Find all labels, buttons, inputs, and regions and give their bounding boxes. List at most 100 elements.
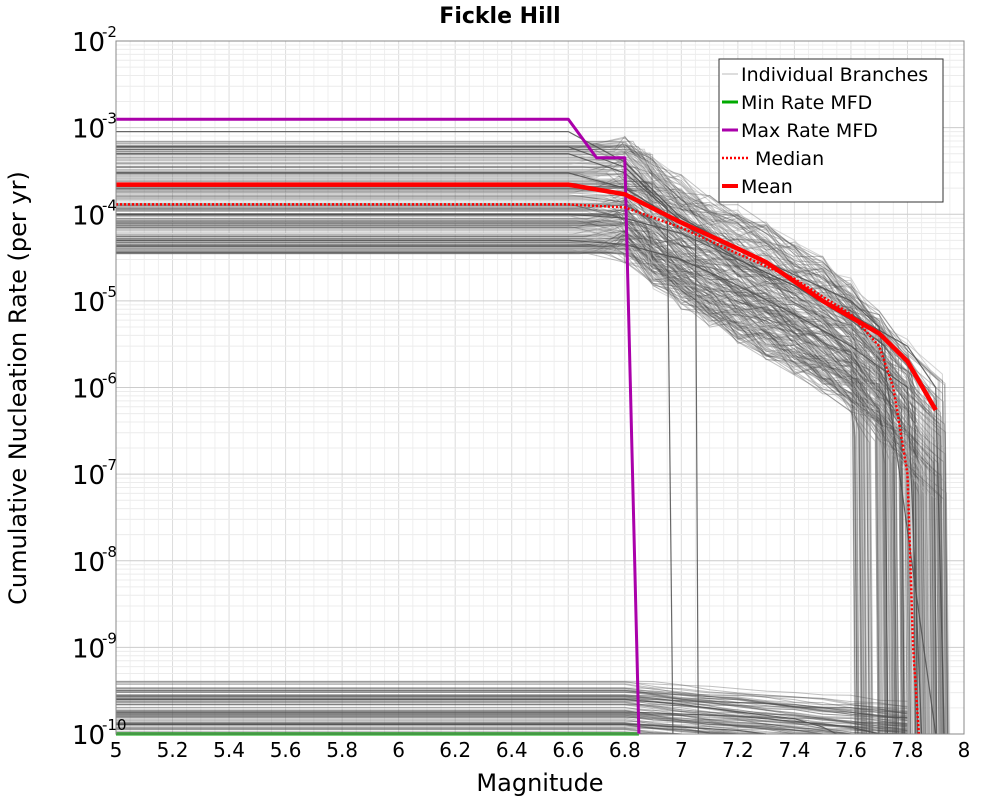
branch-line [116, 696, 908, 717]
plot-frame [115, 40, 965, 735]
branch-line [116, 178, 933, 735]
branch-line [116, 698, 908, 728]
branch-line [116, 249, 880, 735]
branch-line [116, 175, 940, 735]
branch-line [116, 180, 937, 735]
branch-line [116, 713, 908, 727]
branch-line [116, 198, 903, 735]
branch-line [116, 202, 948, 735]
branch-line [116, 687, 908, 719]
x-tick-label: 5.4 [213, 738, 245, 762]
branch-line [116, 701, 908, 725]
branch-line [116, 704, 908, 734]
y-tick-base: 10 [72, 28, 105, 58]
legend-label-min: Min Rate MFD [741, 92, 872, 114]
series-line-max-rate-mfd [116, 117, 641, 735]
branch-line [116, 681, 908, 715]
branch-line [116, 248, 865, 735]
x-tick-label: 5.8 [326, 738, 358, 762]
y-tick-base: 10 [72, 548, 105, 578]
branch-line [116, 696, 908, 719]
y-tick-exponent: -4 [102, 196, 117, 214]
legend-label-mean: Mean [741, 176, 793, 198]
y-tick-exponent: -10 [102, 716, 127, 734]
branch-line [116, 244, 905, 735]
branch-line [116, 223, 913, 735]
branch-line [116, 687, 908, 707]
branch-line [116, 209, 872, 735]
x-tick-label: 6 [392, 738, 405, 762]
branch-line [116, 716, 908, 735]
x-tick-label: 6.2 [439, 738, 471, 762]
branch-line [116, 187, 937, 735]
x-tick-label: 8 [958, 738, 971, 762]
branch-line [116, 689, 908, 724]
x-tick-label: 7.4 [778, 738, 810, 762]
branch-line [116, 173, 879, 735]
branch-line [116, 186, 948, 735]
branch-line [116, 246, 863, 735]
branch-line [116, 240, 886, 735]
branch-line [116, 694, 908, 713]
branch-line [116, 190, 862, 735]
branch-line [116, 185, 943, 735]
branch-line [116, 250, 913, 735]
branch-line [116, 711, 880, 735]
branch-line [116, 250, 887, 735]
branch-line [116, 195, 911, 735]
legend-box [718, 58, 944, 203]
branch-line [116, 184, 864, 735]
branch-line [116, 206, 903, 735]
branch-line [116, 202, 874, 735]
branch-line [116, 691, 908, 719]
x-tick-label: 7.6 [835, 738, 867, 762]
y-tick-exponent: -7 [102, 456, 117, 474]
legend-label-branches: Individual Branches [741, 64, 928, 86]
branch-line [116, 698, 908, 729]
branch-line [116, 210, 911, 735]
branch-line [116, 145, 934, 735]
branch-line [116, 220, 898, 735]
branch-line [116, 239, 873, 735]
branch-line [116, 188, 920, 735]
branch-line [116, 236, 922, 735]
x-tick-label: 6.4 [496, 738, 528, 762]
branch-line [116, 716, 908, 735]
branch-line [116, 226, 892, 735]
branch-line [116, 690, 908, 709]
branch-line [116, 235, 922, 735]
branch-line [116, 165, 946, 735]
branch-line [116, 697, 908, 731]
chart-title: Fickle Hill [439, 4, 560, 29]
branch-line [116, 177, 884, 735]
branch-line [116, 213, 899, 735]
branch-line [116, 252, 891, 735]
y-tick-base: 10 [72, 115, 105, 145]
branch-line [116, 207, 913, 735]
y-tick-base: 10 [72, 461, 105, 491]
branch-line [116, 148, 943, 735]
y-tick-base: 10 [72, 721, 105, 751]
branch-line [116, 246, 930, 735]
x-tick-label: 6.8 [609, 738, 641, 762]
legend: Individual Branches Min Rate MFD Max Rat… [718, 58, 944, 203]
branch-line [116, 173, 919, 735]
branch-line [116, 135, 882, 735]
branch-line [116, 136, 916, 735]
branch-line [116, 242, 925, 735]
branch-line [116, 214, 903, 735]
branch-line [116, 695, 908, 713]
branch-line [116, 239, 923, 735]
x-axis-label: Magnitude [476, 769, 603, 797]
y-tick-exponent: -5 [102, 283, 117, 301]
series-line-mean [116, 182, 938, 412]
x-tick-label: 7.2 [722, 738, 754, 762]
branch-line [116, 714, 908, 735]
x-tick-label: 7 [675, 738, 688, 762]
branch-line [116, 690, 908, 721]
branch-line [116, 224, 887, 735]
x-tick-label: 6.6 [552, 738, 584, 762]
branch-line [116, 701, 908, 731]
x-tick-label: 5.6 [270, 738, 302, 762]
branch-line [116, 691, 908, 718]
